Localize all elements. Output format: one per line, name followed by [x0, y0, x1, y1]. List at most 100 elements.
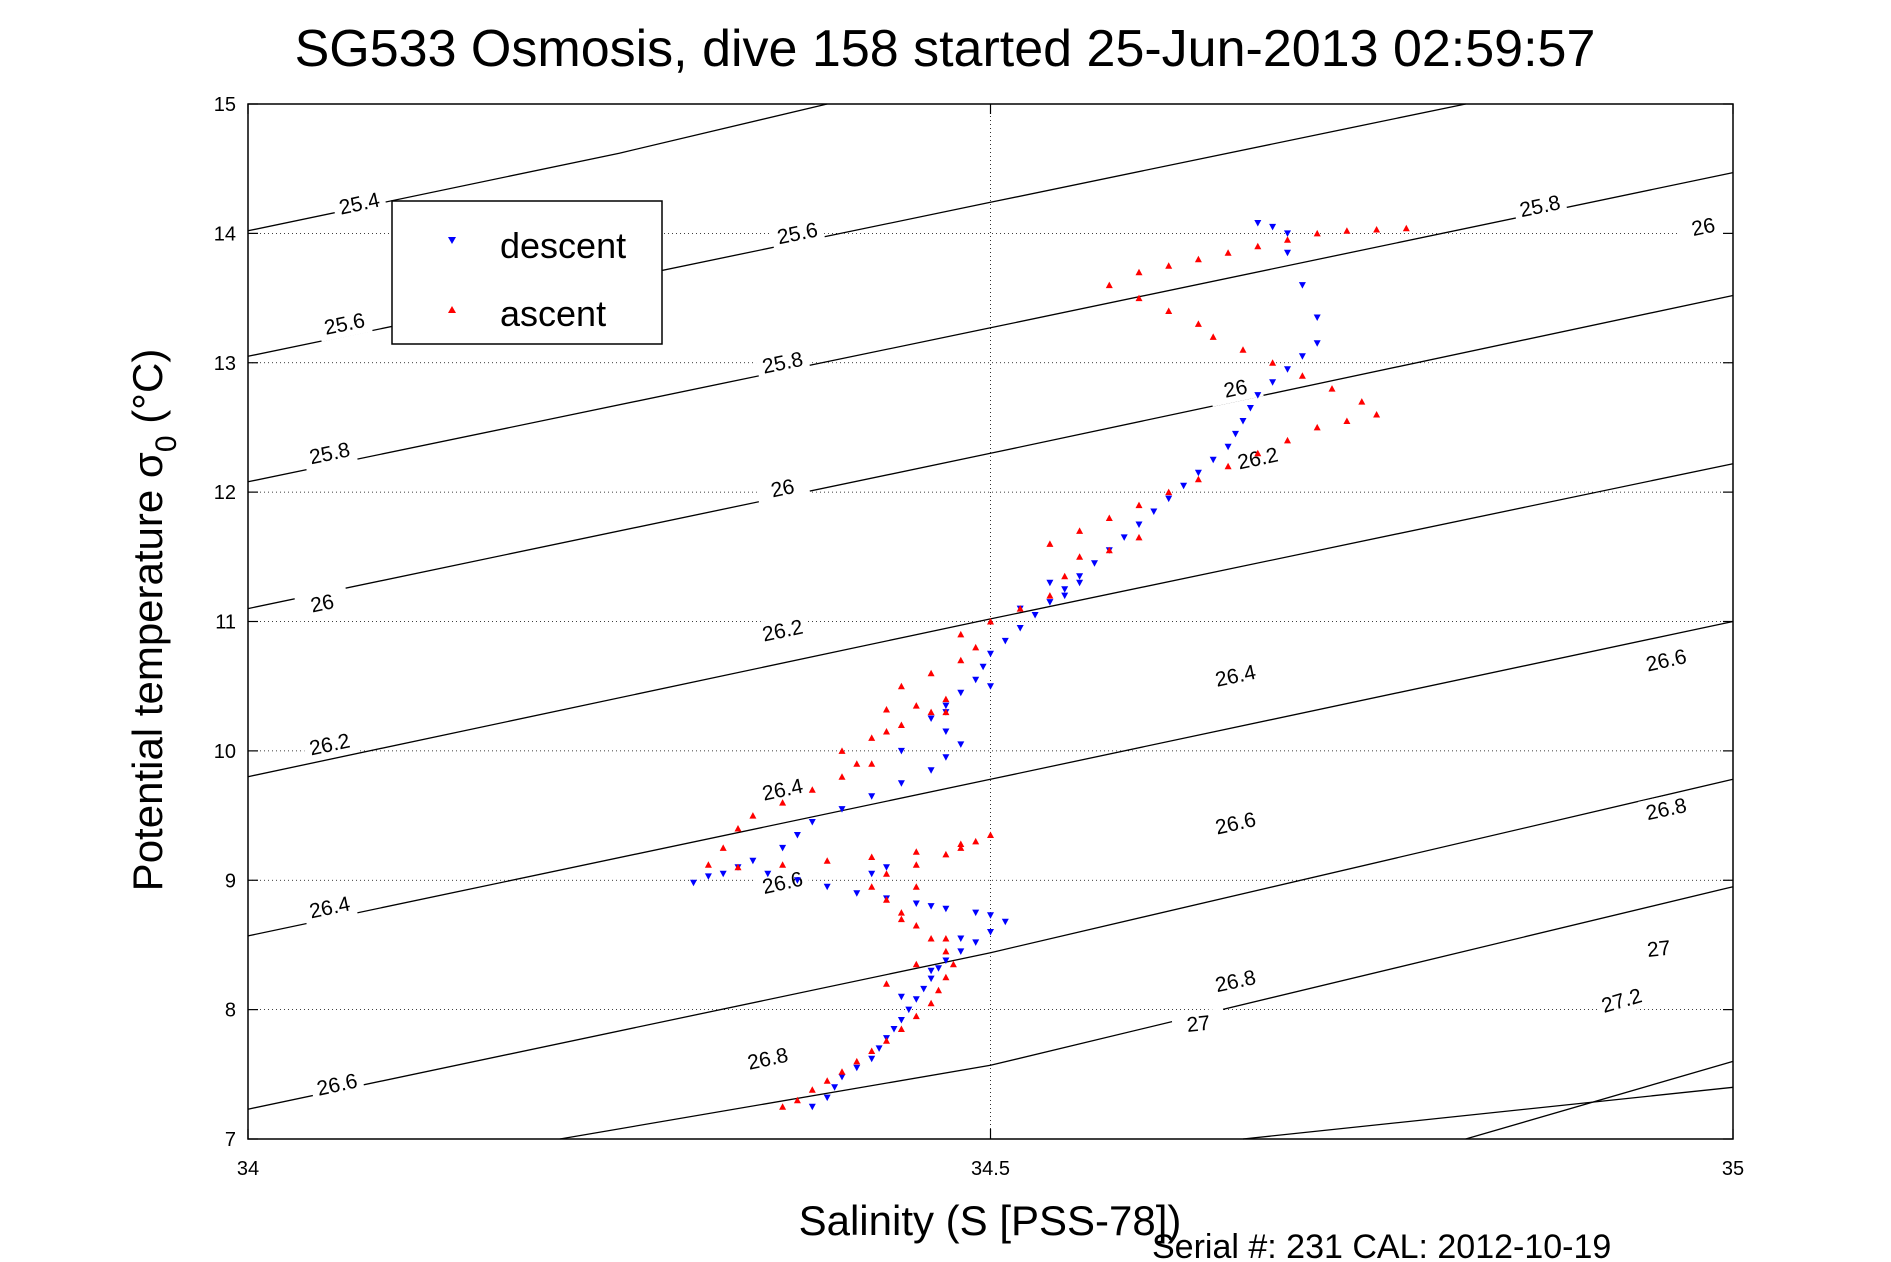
- serial-cal-footer: Serial #: 231 CAL: 2012-10-19: [1152, 1228, 1611, 1262]
- descent-point: [1180, 482, 1188, 490]
- descent-point: [927, 903, 935, 910]
- contour-label-bg: [1638, 790, 1695, 828]
- y-tick-label: 14: [214, 223, 236, 245]
- descent-point: [972, 909, 980, 917]
- descent-point: [875, 1045, 883, 1052]
- contour-label-bg: [754, 470, 811, 507]
- ascent-point: [897, 915, 905, 923]
- descent-point: [1254, 220, 1262, 227]
- descent-point: [942, 728, 950, 735]
- ascent-point: [853, 1057, 861, 1065]
- descent-point: [972, 676, 980, 684]
- ascent-point: [838, 773, 846, 780]
- descent-point: [1194, 469, 1202, 477]
- descent-point: [704, 873, 712, 880]
- ascent-point: [1165, 262, 1173, 269]
- ascent-point: [935, 986, 942, 994]
- legend-descent-label: descent: [500, 225, 626, 266]
- descent-point: [1001, 918, 1009, 926]
- ascent-point: [912, 883, 920, 890]
- descent-point: [831, 1084, 839, 1091]
- descent-point: [1061, 586, 1069, 593]
- contour-label-bg: [1631, 933, 1686, 965]
- ascent-point: [897, 909, 905, 916]
- ascent-point: [779, 799, 787, 806]
- descent-point: [764, 870, 772, 878]
- descent-point: [1120, 534, 1128, 541]
- ascent-point: [942, 947, 950, 955]
- ascent-point: [1105, 514, 1113, 521]
- ascent-point: [1343, 227, 1351, 234]
- descent-point: [972, 939, 980, 946]
- descent-point: [793, 832, 801, 839]
- descent-point: [1135, 521, 1143, 528]
- descent-point: [1001, 637, 1009, 645]
- contour-label-bg: [1207, 370, 1264, 407]
- ascent-point: [1165, 488, 1173, 496]
- descent-point: [897, 993, 905, 1001]
- descent-point: [1046, 599, 1054, 606]
- ascent-point: [942, 935, 950, 942]
- contour-label-bg: [301, 726, 358, 763]
- ascent-point: [838, 747, 846, 754]
- ascent-point: [942, 708, 950, 716]
- ascent-point: [897, 1025, 905, 1032]
- descent-point: [927, 715, 935, 722]
- contour-line: [1465, 1060, 1734, 1140]
- ascent-point: [942, 695, 950, 703]
- contour-label-bg: [739, 1040, 796, 1077]
- x-tick-label: 35: [1722, 1158, 1744, 1180]
- y-tick-label: 13: [214, 353, 236, 375]
- y-axis-label-subscript: 0: [150, 435, 183, 452]
- descent-point: [1061, 592, 1069, 600]
- descent-point: [838, 1073, 846, 1081]
- contour-line: [247, 171, 1734, 483]
- ascent-point: [1254, 449, 1262, 457]
- contour-label-bg: [754, 771, 811, 808]
- descent-point: [897, 1017, 905, 1024]
- descent-point: [897, 747, 905, 755]
- grid-lines: [248, 104, 1733, 1139]
- descent-point: [957, 935, 965, 942]
- ascent-point: [1194, 255, 1202, 263]
- contour-label-bg: [1207, 804, 1264, 842]
- descent-point: [749, 857, 757, 865]
- descent-point: [912, 900, 920, 907]
- contour-label-bg: [1637, 641, 1695, 679]
- contour-line: [247, 778, 1734, 1110]
- ascent-point: [883, 706, 890, 713]
- ascent-point: [1298, 372, 1306, 379]
- ascent-point: [912, 960, 920, 968]
- ascent-point: [987, 618, 994, 625]
- chart-title: SG533 Osmosis, dive 158 started 25-Jun-2…: [295, 20, 1596, 78]
- descent-point: [890, 1026, 898, 1033]
- descent-point: [1239, 418, 1247, 425]
- ascent-point: [734, 863, 742, 871]
- descent-point: [793, 877, 801, 884]
- descent-point: [1284, 230, 1291, 237]
- ascent-point: [912, 1012, 920, 1020]
- ascent-point: [949, 960, 957, 968]
- contour-label-bg: [1593, 980, 1651, 1021]
- ascent-point: [704, 861, 712, 868]
- descent-point: [987, 650, 994, 658]
- y-tick-label: 15: [214, 94, 236, 116]
- ascent-point: [1328, 385, 1336, 392]
- ascent-point: [1046, 540, 1054, 547]
- descent-point: [883, 864, 890, 871]
- descent-point: [1313, 340, 1321, 347]
- ascent-point: [1165, 307, 1173, 314]
- descent-point: [957, 689, 965, 697]
- x-tick-label: 34.5: [971, 1158, 1010, 1180]
- descent-point: [935, 965, 942, 972]
- ascent-point: [987, 831, 994, 838]
- descent-point: [1165, 495, 1173, 503]
- ascent-point: [1135, 533, 1143, 541]
- ascent-point: [823, 1077, 831, 1084]
- descent-point: [987, 929, 994, 936]
- contour-label: 27: [1646, 937, 1672, 962]
- descent-point: [1224, 443, 1232, 451]
- descent-point: [1016, 625, 1024, 632]
- contour-label-bg: [316, 305, 373, 342]
- ascent-point: [1402, 224, 1410, 232]
